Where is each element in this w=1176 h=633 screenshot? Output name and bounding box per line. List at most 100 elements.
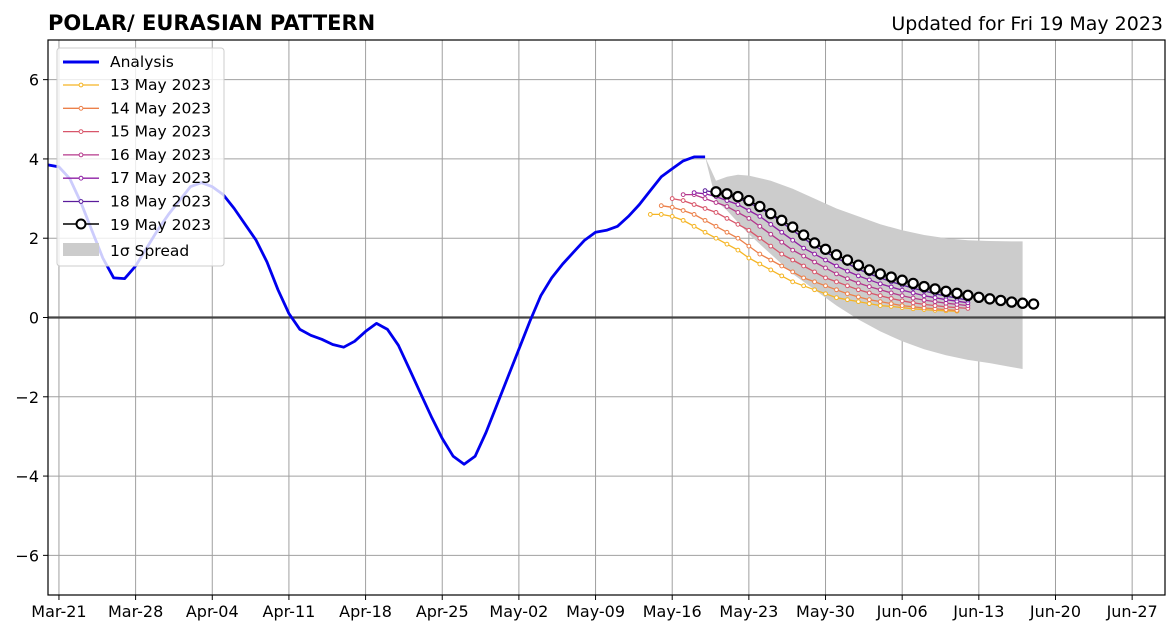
forecast-point xyxy=(823,275,828,281)
legend-forecast-marker xyxy=(78,199,84,204)
latest-point xyxy=(885,271,897,283)
forecast-point xyxy=(899,293,905,299)
forecast-point xyxy=(713,200,719,205)
forecast-point xyxy=(647,212,653,217)
forecast-point xyxy=(812,269,817,275)
forecast-point xyxy=(834,295,839,301)
forecast-point xyxy=(877,281,883,287)
latest-point xyxy=(874,268,886,280)
forecast-point xyxy=(921,297,927,303)
forecast-point xyxy=(801,263,807,269)
spread-layer xyxy=(705,156,1023,369)
forecast-point xyxy=(790,279,796,285)
forecast-point xyxy=(801,283,807,289)
latest-point xyxy=(984,293,996,305)
forecast-point xyxy=(746,255,752,261)
forecast-point xyxy=(834,287,839,293)
forecast-point xyxy=(823,283,828,289)
forecast-point xyxy=(735,202,741,207)
x-tick-label: Apr-04 xyxy=(186,602,239,621)
x-tick-label: Apr-18 xyxy=(339,602,392,621)
forecast-point xyxy=(877,293,883,299)
y-tick-label: 0 xyxy=(29,309,39,328)
y-tick-label: 4 xyxy=(29,150,39,169)
x-tick-label: Apr-11 xyxy=(263,602,316,621)
latest-point xyxy=(940,285,952,298)
forecast-point xyxy=(899,287,905,293)
x-tick-label: May-23 xyxy=(719,602,778,621)
forecast-point xyxy=(845,297,850,303)
y-axis: −6 −4 −2 0 2 4 6 xyxy=(15,71,48,565)
latest-point xyxy=(852,259,865,271)
y-tick-label: −6 xyxy=(15,546,39,565)
x-tick-label: Mar-21 xyxy=(31,602,86,621)
forecast-point xyxy=(702,217,708,223)
forecast-point xyxy=(735,235,741,241)
forecast-point xyxy=(910,300,916,306)
latest-point xyxy=(721,188,733,200)
legend: Analysis 13 May 2023 14 May 2023 15 May 20… xyxy=(56,47,225,267)
forecast-point xyxy=(921,302,927,307)
forecast-point xyxy=(746,243,752,249)
legend-forecast-marker xyxy=(78,129,84,135)
forecast-point xyxy=(669,196,675,201)
legend-forecasts: 13 May 2023 14 May 2023 15 May 2023 16 May … xyxy=(63,76,211,211)
forecast-point xyxy=(680,217,686,223)
x-tick-label: May-09 xyxy=(566,602,625,621)
forecast-point xyxy=(834,271,839,277)
forecast-line xyxy=(672,197,968,310)
forecast-point xyxy=(702,196,708,201)
x-tick-label: May-02 xyxy=(489,602,548,621)
y-tick-label: 6 xyxy=(29,71,39,90)
forecast-point xyxy=(812,279,817,285)
latest-point xyxy=(929,283,941,295)
forecast-point xyxy=(680,208,686,213)
forecast-point xyxy=(855,280,861,286)
y-tick-label: −4 xyxy=(15,467,39,486)
forecast-point xyxy=(812,251,817,257)
forecast-point xyxy=(779,229,785,235)
legend-forecast-label: 16 May 2023 xyxy=(110,146,211,164)
forecast-point xyxy=(735,247,741,253)
forecast-point xyxy=(823,291,828,297)
forecast-point xyxy=(866,284,872,289)
forecast-point xyxy=(877,287,883,293)
forecast-series-5 xyxy=(691,190,971,306)
latest-point xyxy=(1027,298,1040,310)
forecast-point xyxy=(855,273,861,279)
forecast-point xyxy=(834,279,839,285)
latest-point xyxy=(754,200,766,213)
forecast-point xyxy=(888,296,894,301)
latest-point xyxy=(732,190,744,203)
forecast-point xyxy=(910,295,916,301)
forecast-point xyxy=(932,295,938,301)
latest-point xyxy=(797,229,810,241)
legend-forecast-marker xyxy=(78,82,84,88)
y-tick-label: −2 xyxy=(15,388,39,407)
latest-point xyxy=(841,254,854,266)
forecast-point xyxy=(669,214,675,219)
forecast-point xyxy=(757,214,763,219)
forecast-point xyxy=(779,239,785,245)
latest-point xyxy=(776,214,788,227)
legend-forecast-marker xyxy=(78,175,84,181)
forecast-point xyxy=(669,204,675,210)
forecast-point xyxy=(768,267,774,273)
latest-point xyxy=(743,194,755,207)
forecast-point xyxy=(888,301,894,307)
legend-analysis-label: Analysis xyxy=(110,53,174,71)
forecast-point xyxy=(899,298,905,304)
legend-spread-label: 1σ Spread xyxy=(110,242,189,260)
forecast-point xyxy=(713,235,719,241)
latest-point xyxy=(1016,297,1029,309)
forecast-point xyxy=(877,299,883,305)
forecast-point xyxy=(855,294,861,300)
forecast-point xyxy=(757,223,763,229)
forecast-point xyxy=(845,276,850,282)
forecast-point xyxy=(746,208,752,213)
forecast-point xyxy=(910,290,916,296)
latest-point xyxy=(808,237,821,249)
legend-forecast-label: 13 May 2023 xyxy=(110,76,211,94)
latest-point xyxy=(819,243,832,256)
forecast-point xyxy=(790,257,796,263)
